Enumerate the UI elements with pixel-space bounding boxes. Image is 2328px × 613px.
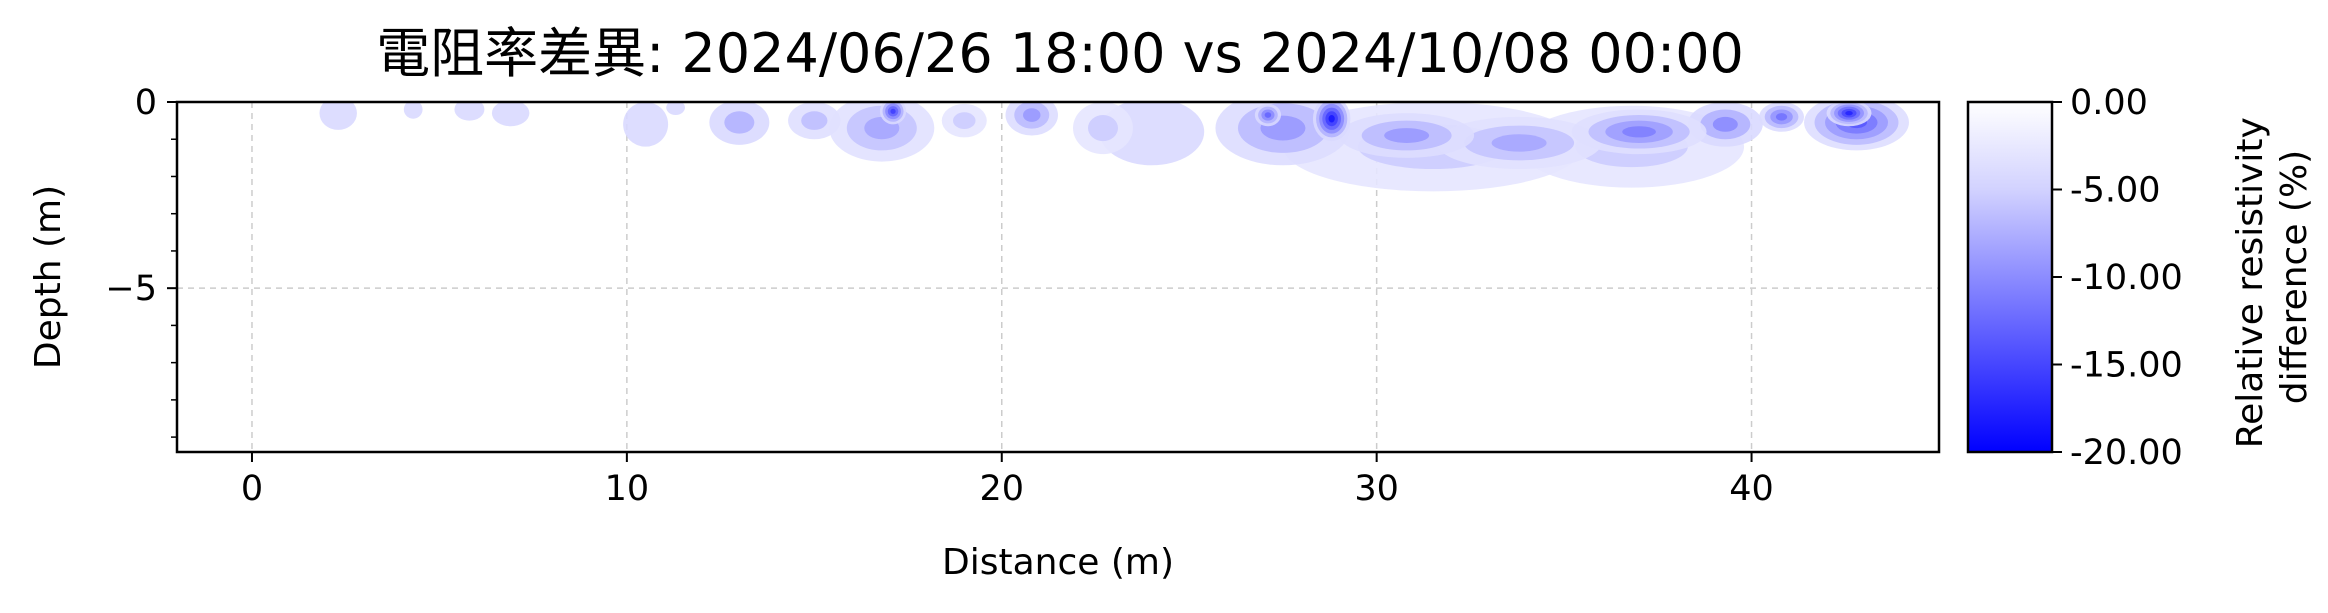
- colorbar: 0.00 -5.00 -10.00 -15.00 -20.00 Relative res…: [1966, 83, 2315, 473]
- x-tick-label-2: 20: [979, 469, 1024, 509]
- contour-zone-9-level-4: [890, 108, 896, 114]
- contour-zone-16-level-3: [1264, 112, 1272, 118]
- contour-zone-7-level-1: [801, 111, 828, 130]
- colorbar-ticks: 0.00 -5.00 -10.00 -15.00 -20.00: [2052, 83, 2183, 473]
- plot-frame: [175, 100, 1941, 454]
- contour-zone-22-level-2: [1712, 116, 1738, 132]
- colorbar-label: Relative resistivity difference (%): [2230, 106, 2315, 449]
- colorbar-label-line-2: difference (%): [2274, 150, 2315, 404]
- x-tick-label-1: 10: [605, 469, 650, 509]
- contour-zone-25-level-5: [1845, 110, 1853, 116]
- contour-zone-18-level-2: [1384, 128, 1430, 143]
- contour-zone-2-level-0: [454, 102, 485, 121]
- contour-zone-6-level-1: [724, 111, 755, 134]
- x-tick-label-0: 0: [241, 469, 263, 509]
- chart-title: 電阻率差異: 2024/06/26 18:00 vs 2024/10/08 00…: [376, 22, 1744, 85]
- colorbar-label-line-1: Relative resistivity: [2230, 117, 2271, 448]
- contour-zone-0-level-0: [319, 102, 357, 130]
- x-axis-ticks: 0 10 20 30 40: [241, 452, 1774, 509]
- colorbar-tick-label-4: -20.00: [2070, 433, 2183, 473]
- colorbar-tick-label-2: -10.00: [2070, 258, 2183, 298]
- contour-zone-10-level-1: [953, 112, 976, 129]
- contour-zone-5-level-0: [666, 102, 685, 116]
- contour-zone-12-level-1: [1087, 115, 1118, 142]
- plot-area: 0 10 20 30 40 0 −5: [105, 83, 1941, 509]
- y-axis-label: Depth (m): [28, 185, 69, 369]
- colorbar-tick-label-3: -15.00: [2070, 346, 2183, 386]
- x-axis-label: Distance (m): [942, 542, 1174, 583]
- contour-zone-21-level-3: [1622, 126, 1656, 138]
- contour-zone-23-level-3: [1775, 113, 1788, 121]
- contour-zone-15-level-5: [1328, 115, 1335, 123]
- y-tick-label-1: −5: [105, 269, 157, 309]
- colorbar-tick-label-0: 0.00: [2070, 83, 2148, 123]
- contour-zone-19-level-2: [1491, 134, 1547, 152]
- y-tick-label-0: 0: [135, 83, 157, 123]
- x-tick-label-4: 40: [1729, 469, 1774, 509]
- contour-zone-3-level-0: [491, 102, 530, 127]
- y-axis-ticks: 0 −5: [105, 83, 177, 438]
- contour-zone-4-level-0: [623, 102, 669, 147]
- contour-zone-1-level-0: [403, 102, 423, 119]
- colorbar-tick-label-1: -5.00: [2070, 171, 2161, 211]
- contour-zone-11-level-2: [1023, 108, 1041, 122]
- x-tick-label-3: 30: [1354, 469, 1399, 509]
- colorbar-gradient: [1966, 100, 2054, 454]
- resistivity-difference-contours: [319, 102, 1909, 192]
